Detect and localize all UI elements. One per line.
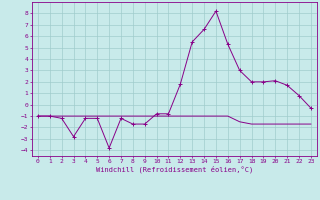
X-axis label: Windchill (Refroidissement éolien,°C): Windchill (Refroidissement éolien,°C): [96, 166, 253, 173]
